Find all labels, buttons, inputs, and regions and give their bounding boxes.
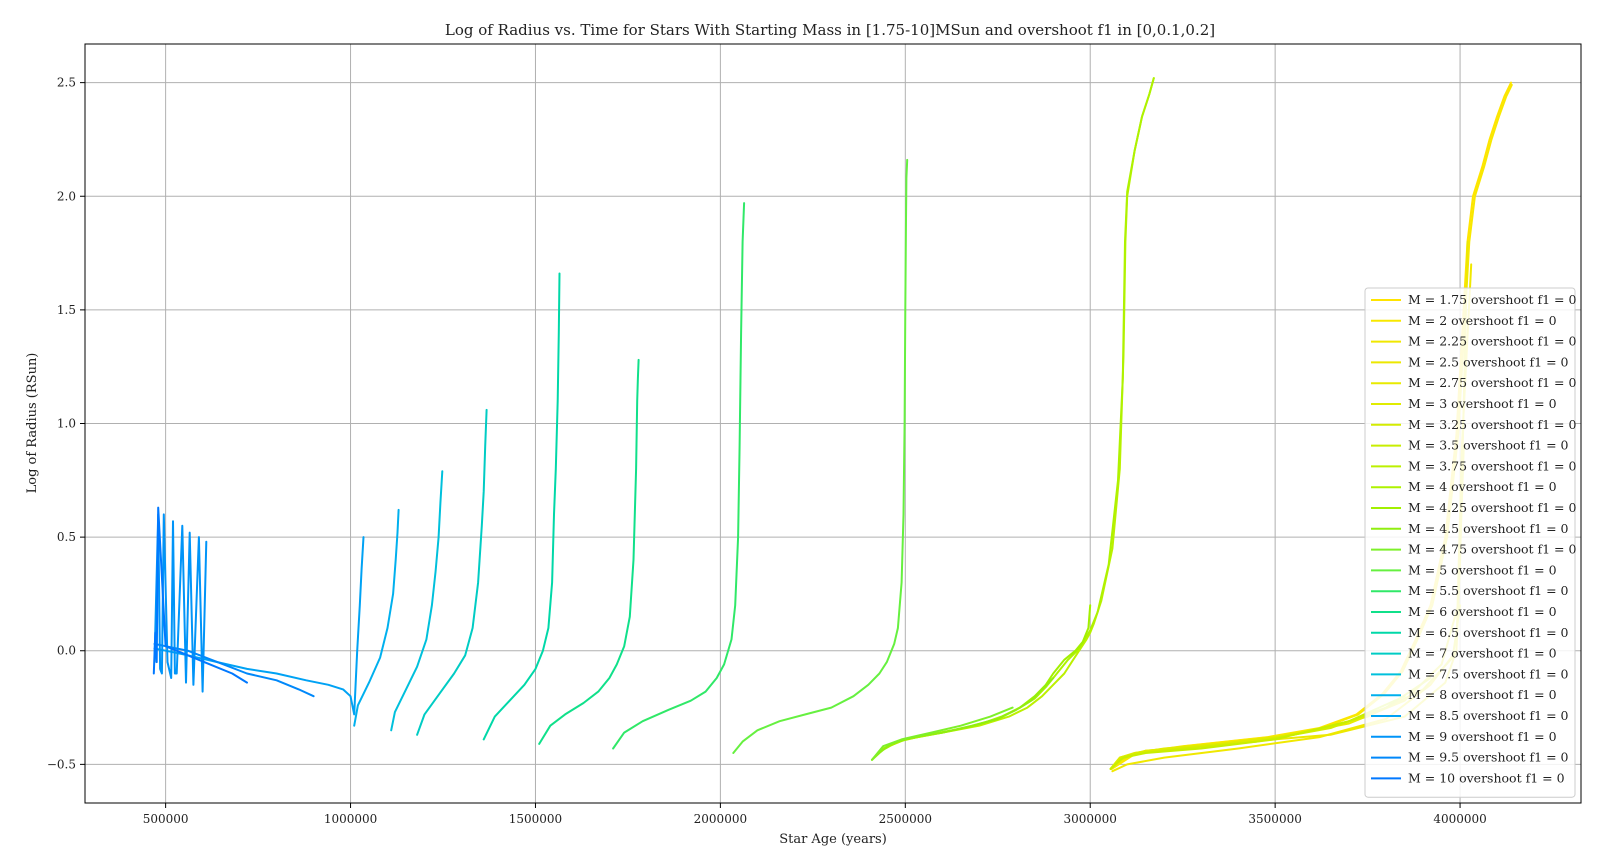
legend-label: M = 8.5 overshoot f1 = 0 [1408, 708, 1569, 723]
series-line [153, 513, 208, 693]
legend-label: M = 9.5 overshoot f1 = 0 [1408, 750, 1569, 765]
x-tick-label: 3000000 [1063, 812, 1116, 826]
legend-label: M = 4 overshoot f1 = 0 [1408, 479, 1557, 494]
legend-label: M = 1.75 overshoot f1 = 0 [1408, 292, 1576, 307]
chart-title: Log of Radius vs. Time for Stars With St… [445, 21, 1215, 39]
legend-label: M = 2.75 overshoot f1 = 0 [1408, 375, 1576, 390]
series-line [1109, 695, 1406, 770]
legend-label: M = 2.25 overshoot f1 = 0 [1408, 334, 1576, 349]
y-tick-label: 0.0 [57, 644, 76, 658]
series-line [871, 706, 1014, 761]
legend-label: M = 8 overshoot f1 = 0 [1408, 687, 1557, 702]
legend-label: M = 5.5 overshoot f1 = 0 [1408, 583, 1569, 598]
legend-label: M = 10 overshoot f1 = 0 [1408, 770, 1565, 785]
legend-label: M = 7.5 overshoot f1 = 0 [1408, 666, 1569, 681]
x-tick-label: 2500000 [879, 812, 932, 826]
series-line [871, 77, 1155, 761]
series-line [732, 158, 909, 754]
legend-label: M = 5 overshoot f1 = 0 [1408, 562, 1557, 577]
series-line [152, 506, 248, 684]
series-line [871, 604, 1092, 761]
legend-label: M = 3.75 overshoot f1 = 0 [1408, 458, 1576, 473]
legend-label: M = 9 overshoot f1 = 0 [1408, 729, 1557, 744]
legend-label: M = 6 overshoot f1 = 0 [1408, 604, 1557, 619]
legend-box [1364, 287, 1576, 798]
y-tick-label: 2.5 [57, 76, 76, 90]
series-line [871, 77, 1155, 761]
x-axis-label: Star Age (years) [779, 832, 887, 847]
y-tick-label: 1.0 [57, 417, 76, 431]
series-line [871, 677, 1055, 761]
x-tick-label: 1500000 [509, 812, 562, 826]
y-axis-label: Log of Radius (RSun) [25, 353, 40, 494]
x-tick-label: 2000000 [694, 812, 747, 826]
x-tick-label: 4000000 [1433, 812, 1486, 826]
legend-label: M = 4.5 overshoot f1 = 0 [1408, 521, 1569, 536]
series-line [390, 470, 444, 732]
series-layer [152, 77, 1513, 773]
legend-label: M = 3.5 overshoot f1 = 0 [1408, 438, 1569, 453]
x-axis-ticks: 500000 1000000 1500000 2000000 2500000 300000… [143, 803, 1487, 826]
legend: M = 1.75 overshoot f1 = 0 M = 2 overshoot… [1364, 287, 1576, 798]
series-line [482, 272, 561, 741]
series-line [153, 536, 365, 716]
legend-label: M = 6.5 overshoot f1 = 0 [1408, 625, 1569, 640]
legend-label: M = 3.25 overshoot f1 = 0 [1408, 417, 1576, 432]
series-line [612, 202, 746, 750]
legend-label: M = 4.25 overshoot f1 = 0 [1408, 500, 1576, 515]
y-tick-label: 0.5 [57, 530, 76, 544]
y-tick-label: −0.5 [47, 757, 76, 771]
series-line [538, 358, 640, 745]
series-line [416, 408, 488, 736]
legend-label: M = 3 overshoot f1 = 0 [1408, 396, 1557, 411]
grid [85, 44, 1581, 803]
x-tick-label: 3500000 [1248, 812, 1301, 826]
y-tick-label: 1.5 [57, 303, 76, 317]
x-tick-label: 1000000 [324, 812, 377, 826]
legend-label: M = 2 overshoot f1 = 0 [1408, 313, 1557, 328]
legend-label: M = 7 overshoot f1 = 0 [1408, 646, 1557, 661]
legend-label: M = 4.75 overshoot f1 = 0 [1408, 542, 1576, 557]
series-line [353, 508, 400, 727]
legend-label: M = 2.5 overshoot f1 = 0 [1408, 354, 1569, 369]
y-axis-ticks: −0.5 0.0 0.5 1.0 1.5 2.0 2.5 [47, 76, 85, 771]
y-tick-label: 2.0 [57, 189, 76, 203]
x-tick-label: 500000 [143, 812, 189, 826]
